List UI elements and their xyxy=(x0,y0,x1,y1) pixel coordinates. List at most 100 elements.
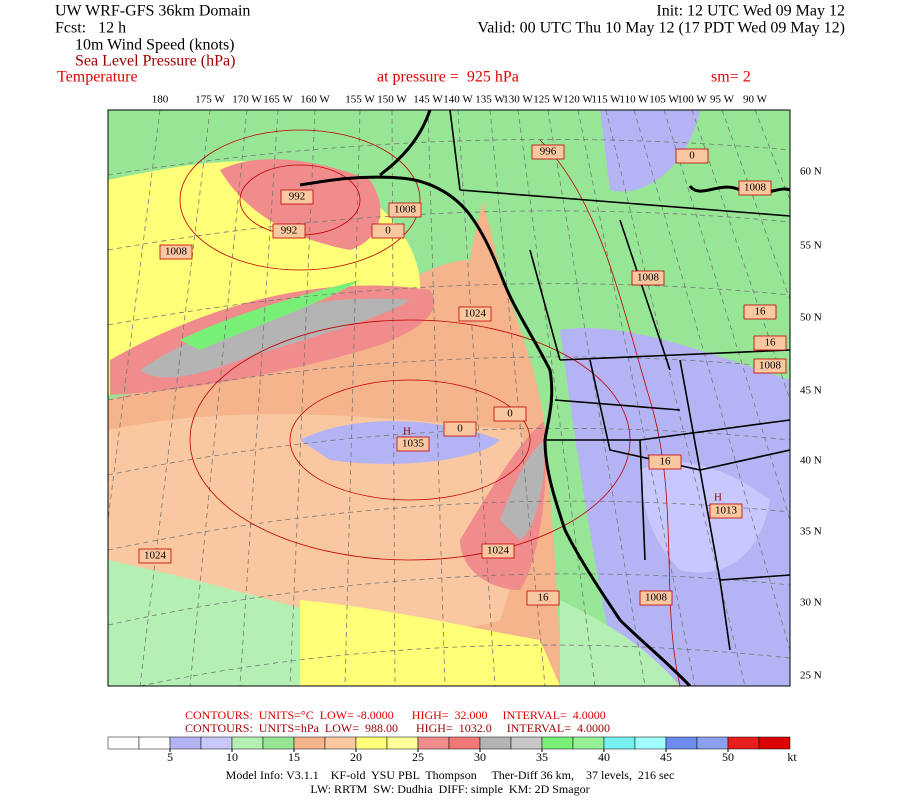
colorbar-cell xyxy=(603,736,636,750)
colorbar-label: 30 xyxy=(474,750,486,764)
longitude-label: 125 W xyxy=(533,94,563,106)
latitude-label: 50 N xyxy=(800,312,822,324)
pressure-label: 16 xyxy=(765,337,777,349)
colorbar-label: 35 xyxy=(536,750,548,764)
longitude-label: 175 W xyxy=(195,94,225,106)
colorbar-cell xyxy=(572,736,605,750)
colorbar-cell xyxy=(758,736,791,750)
colorbar-cell xyxy=(138,736,171,750)
colorbar-cell xyxy=(355,736,388,750)
pressure-level: at pressure = 925 hPa xyxy=(377,69,519,86)
pressure-label: 1024 xyxy=(487,545,510,557)
latitude-label: 35 N xyxy=(800,526,822,538)
pressure-label: 0 xyxy=(507,408,513,420)
pressure-label: 16 xyxy=(660,456,672,468)
colorbar-cell xyxy=(665,736,698,750)
colorbar-label: 45 xyxy=(660,750,672,764)
colorbar-cell xyxy=(727,736,760,750)
field-label: 10m Wind Speed (knots) xyxy=(75,37,235,54)
pressure-label: 16 xyxy=(755,306,767,318)
latitude-label: 60 N xyxy=(800,166,822,178)
colorbar-cell xyxy=(231,736,264,750)
colorbar-cell xyxy=(293,736,326,750)
colorbar-cell xyxy=(107,736,140,750)
pressure-label: 0 xyxy=(689,150,695,162)
pressure-label: 996 xyxy=(540,146,557,158)
field-label: Temperature xyxy=(57,69,138,86)
label-box xyxy=(648,454,682,470)
colorbar-cell xyxy=(200,736,233,750)
contour-info: CONTOURS: UNITS=hPa LOW= 988.00 HIGH= 10… xyxy=(185,721,610,735)
longitude-label: 150 W xyxy=(377,94,407,106)
pressure-label: 992 xyxy=(281,225,298,237)
label-box xyxy=(526,590,560,606)
field-label: Sea Level Pressure (hPa) xyxy=(75,53,235,70)
latitude-label: 55 N xyxy=(800,240,822,252)
label-box xyxy=(159,244,193,260)
pressure-label: 1024 xyxy=(464,308,487,320)
colorbar-cell xyxy=(510,736,543,750)
longitude-label: 180 xyxy=(152,94,169,106)
valid-time: Valid: 00 UTC Thu 10 May 12 (17 PDT Wed … xyxy=(477,20,845,37)
colorbar-cell xyxy=(634,736,667,750)
colorbar-label: 25 xyxy=(412,750,424,764)
pressure-label: 1008 xyxy=(637,272,660,284)
pressure-label: 1008 xyxy=(645,592,668,604)
longitude-label: 110 W xyxy=(619,94,649,106)
colorbar-label: 5 xyxy=(167,750,173,764)
latitude-label: 25 N xyxy=(800,670,822,682)
colorbar-cell xyxy=(262,736,295,750)
model-info: Model Info: V3.1.1 KF-old YSU PBL Thomps… xyxy=(226,768,675,782)
longitude-label: 95 W xyxy=(710,94,735,106)
pressure-label: H xyxy=(403,426,411,438)
label-box xyxy=(753,358,787,374)
label-box xyxy=(743,304,777,320)
pressure-label: 992 xyxy=(289,191,306,203)
longitude-label: 90 W xyxy=(743,94,768,106)
pressure-label: H xyxy=(714,492,722,504)
label-box xyxy=(639,590,673,606)
label-box xyxy=(493,406,527,422)
longitude-label: 140 W xyxy=(443,94,473,106)
colorbar-cell xyxy=(696,736,729,750)
longitude-label: 135 W xyxy=(475,94,505,106)
pressure-label: 1008 xyxy=(744,182,767,194)
pressure-label: 1008 xyxy=(165,246,188,258)
latitude-label: 30 N xyxy=(800,597,822,609)
colorbar-cell xyxy=(324,736,357,750)
longitude-label: 170 W xyxy=(232,94,262,106)
colorbar-label: 15 xyxy=(288,750,300,764)
label-box xyxy=(709,503,743,519)
pressure-label: 1013 xyxy=(715,505,738,517)
label-box xyxy=(753,335,787,351)
label-box xyxy=(138,548,172,564)
longitude-label: 120 W xyxy=(563,94,593,106)
colorbar-label: 50 xyxy=(722,750,734,764)
colorbar-unit: kt xyxy=(787,750,797,764)
pressure-label: 1035 xyxy=(402,438,425,450)
pressure-label: 1024 xyxy=(144,550,167,562)
colorbar-cell xyxy=(448,736,481,750)
longitude-label: 155 W xyxy=(345,94,375,106)
label-box xyxy=(272,223,306,239)
colorbar-cell xyxy=(169,736,202,750)
title: UW WRF-GFS 36km Domain xyxy=(55,3,250,20)
latitude-label: 40 N xyxy=(800,455,822,467)
colorbar-cell xyxy=(417,736,450,750)
pressure-label: 16 xyxy=(538,592,550,604)
init-time: Init: 12 UTC Wed 09 May 12 xyxy=(656,3,845,20)
pressure-label: 1008 xyxy=(759,360,782,372)
label-box xyxy=(388,202,422,218)
map xyxy=(107,109,791,687)
model-info: LW: RRTM SW: Dudhia DIFF: simple KM: 2D … xyxy=(310,782,589,796)
longitude-label: 165 W xyxy=(263,94,293,106)
label-box xyxy=(396,436,430,452)
longitude-label: 100 W xyxy=(677,94,707,106)
colorbar-label: 40 xyxy=(598,750,610,764)
label-box xyxy=(280,189,314,205)
pressure-label: 0 xyxy=(457,423,463,435)
longitude-label: 115 W xyxy=(591,94,621,106)
longitude-label: 105 W xyxy=(649,94,679,106)
label-box xyxy=(371,223,405,239)
